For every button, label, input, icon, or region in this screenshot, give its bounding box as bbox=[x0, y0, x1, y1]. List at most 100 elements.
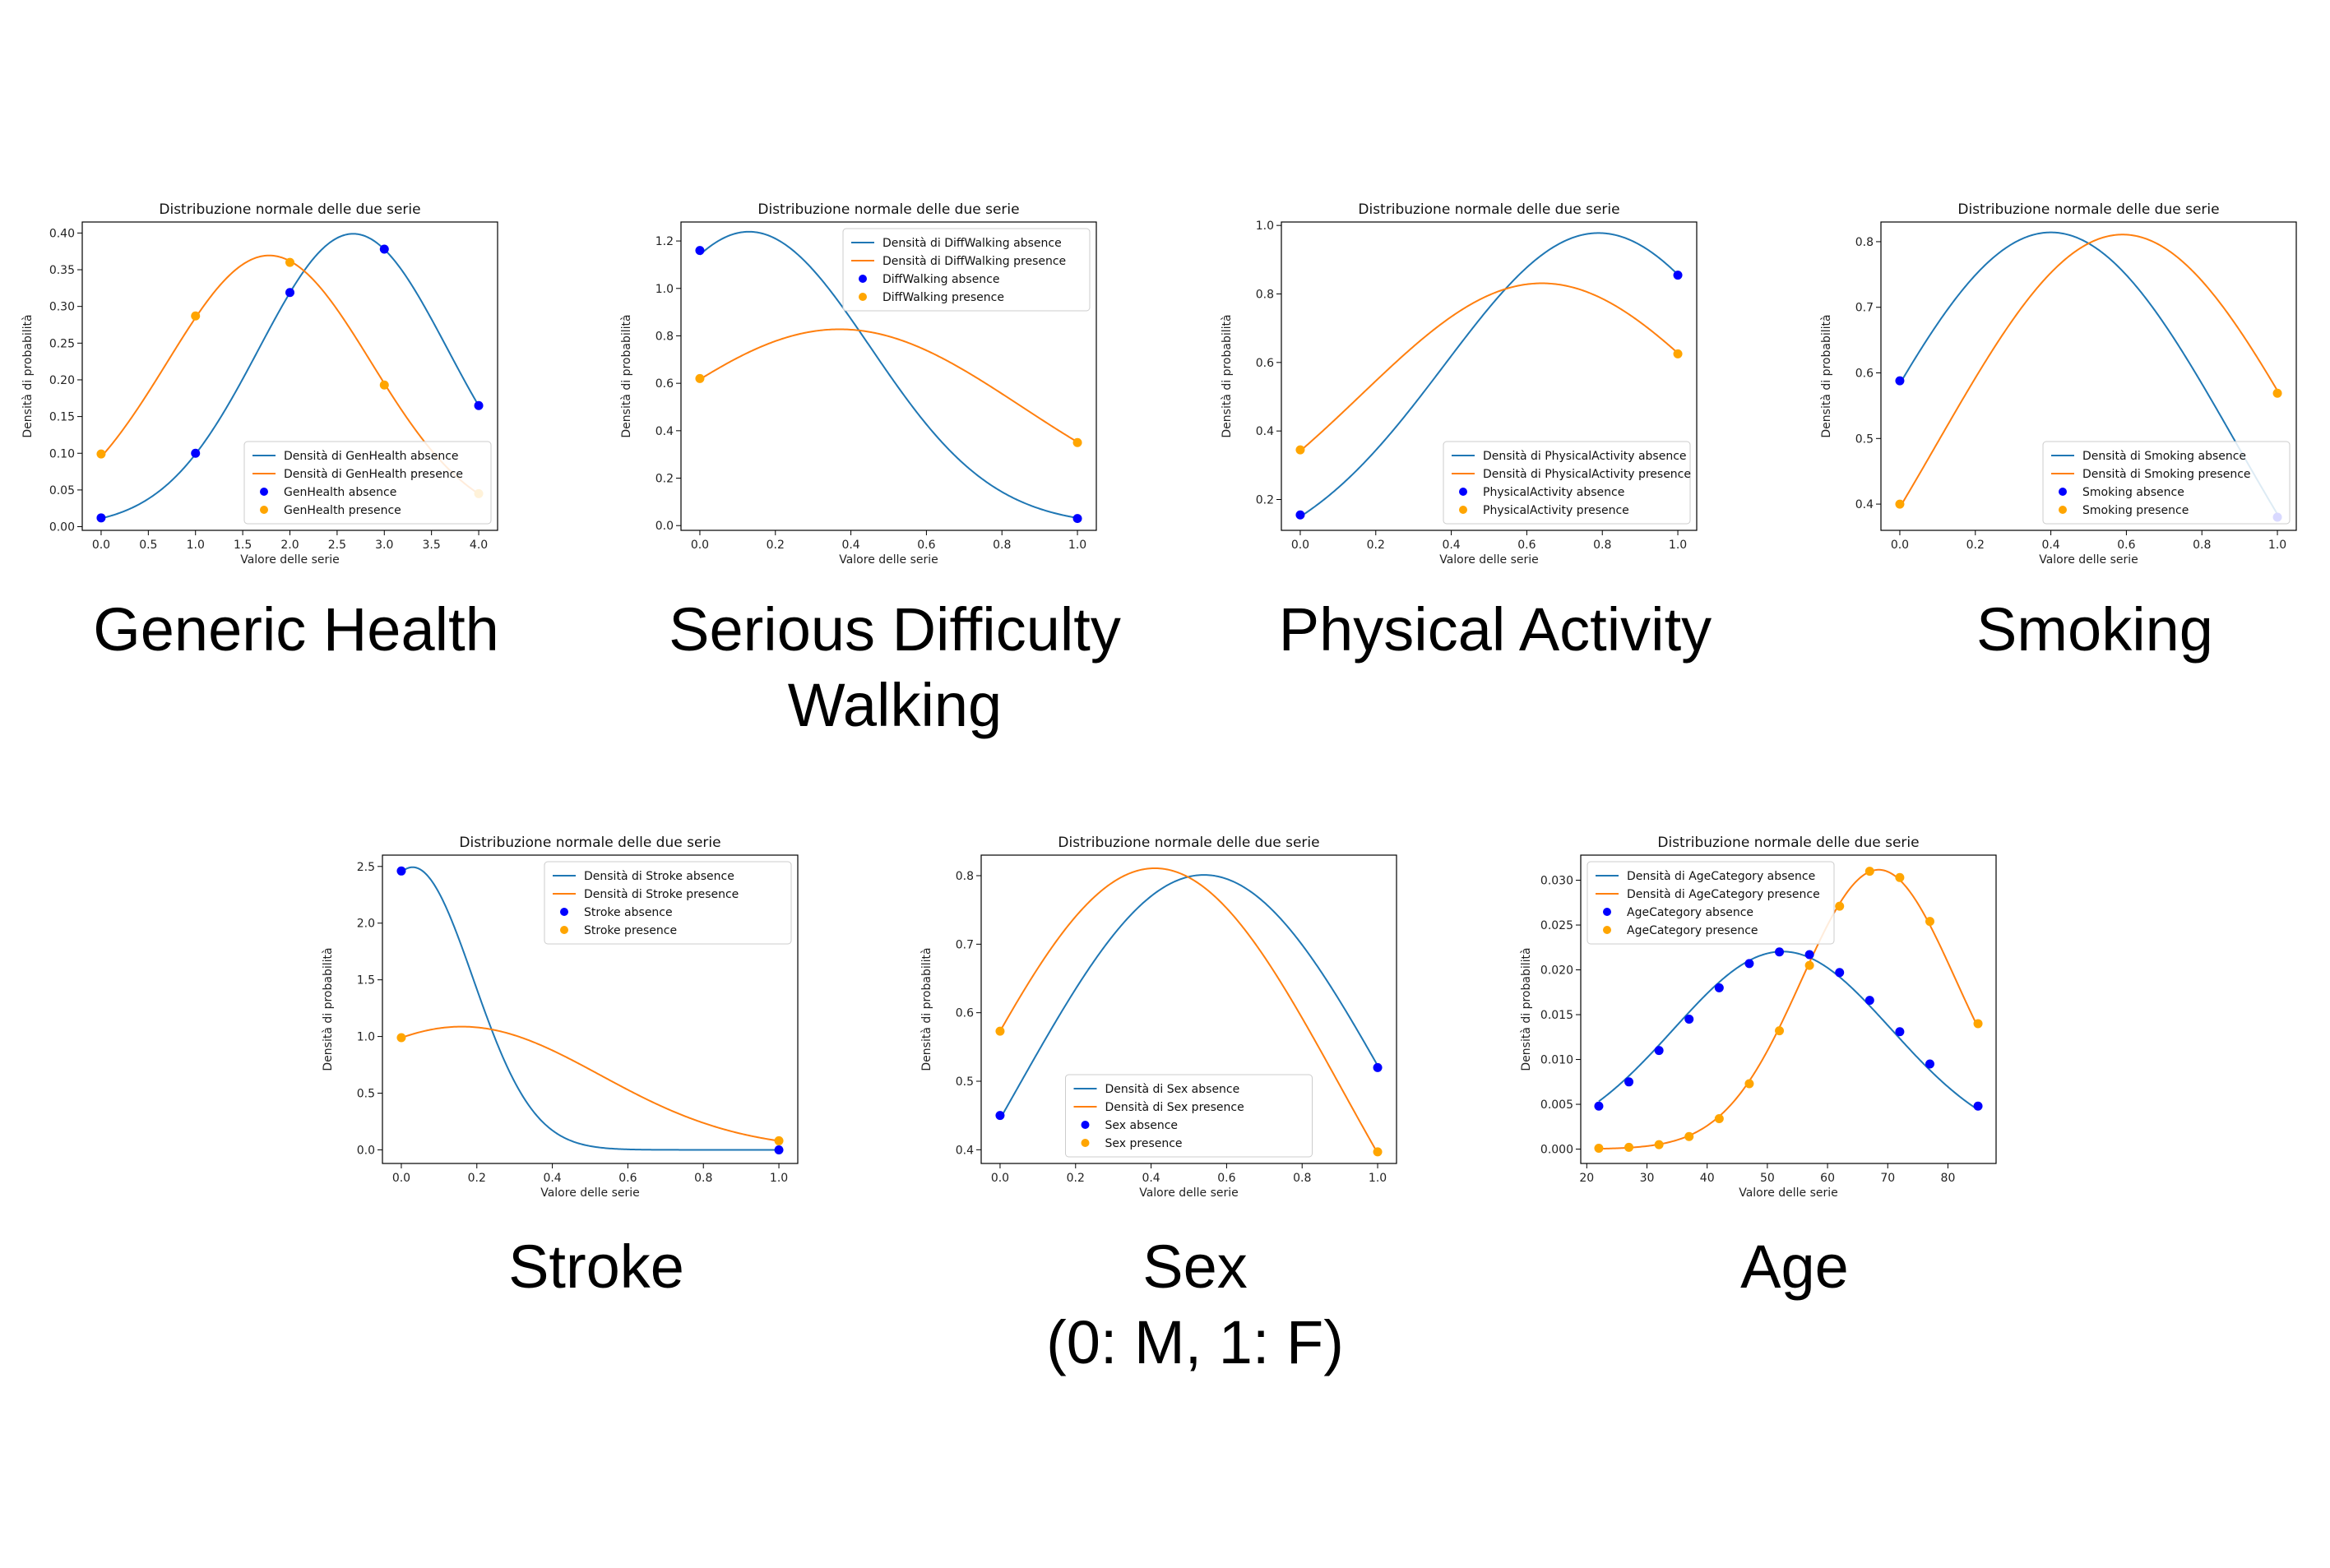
presence-point bbox=[1594, 1143, 1604, 1153]
x-tick-label: 1.0 bbox=[1068, 539, 1086, 552]
legend-label: Densità di Stroke presence bbox=[584, 888, 739, 901]
absence-point bbox=[1744, 959, 1754, 969]
chart-title: Distribuzione normale delle due serie bbox=[1957, 201, 2219, 218]
x-tick-label: 0.2 bbox=[468, 1172, 486, 1185]
legend-marker-swatch bbox=[260, 488, 268, 496]
absence-point bbox=[1673, 271, 1683, 280]
legend-label: Densità di GenHealth presence bbox=[284, 468, 463, 481]
panel-caption: Serious Difficulty Walking bbox=[669, 595, 1121, 739]
presence-point bbox=[1654, 1140, 1664, 1149]
panel-caption: Physical Activity bbox=[1278, 595, 1712, 664]
y-tick-label: 0.10 bbox=[49, 447, 75, 460]
y-tick-label: 0.7 bbox=[1855, 302, 1874, 315]
legend-label: PhysicalActivity absence bbox=[1483, 486, 1624, 499]
axes-frame bbox=[980, 854, 1397, 1164]
absence-point bbox=[1072, 514, 1082, 524]
chart-title: Distribuzione normale delle due serie bbox=[159, 201, 420, 218]
presence-point bbox=[379, 380, 389, 390]
legend-box bbox=[1443, 441, 1691, 525]
y-tick-label: 0.025 bbox=[1540, 919, 1573, 932]
plot-area bbox=[1295, 232, 1683, 520]
presence-density-line bbox=[999, 867, 1378, 1154]
y-axis-label: Densità di probabilità bbox=[1820, 314, 1833, 437]
x-axis-label: Valore delle serie bbox=[1439, 553, 1539, 567]
x-tick-label: 30 bbox=[1640, 1172, 1655, 1185]
axes-frame bbox=[1281, 221, 1698, 531]
y-tick-label: 0.25 bbox=[49, 337, 75, 350]
absence-point bbox=[1895, 1027, 1905, 1037]
legend-marker-swatch bbox=[1459, 506, 1467, 514]
legend-marker-swatch bbox=[1459, 488, 1467, 496]
y-axis-label: Densità di probabilità bbox=[21, 314, 35, 437]
legend: Densità di Sex absence Densità di Sex pre… bbox=[1065, 1074, 1313, 1158]
x-tick-label: 0.0 bbox=[691, 539, 709, 552]
y-axis-label: Densità di probabilità bbox=[1221, 314, 1234, 437]
y-tick-label: 0.6 bbox=[655, 377, 674, 391]
y-tick-label: 0.05 bbox=[49, 484, 75, 497]
y-tick-label: 0.8 bbox=[655, 330, 674, 343]
x-tick-label: 0.8 bbox=[993, 539, 1011, 552]
x-tick-label: 1.0 bbox=[770, 1172, 788, 1185]
chart-title: Distribuzione normale delle due serie bbox=[1358, 201, 1619, 218]
legend: Densità di DiffWalking absence Densità di… bbox=[842, 228, 1091, 312]
presence-point bbox=[995, 1026, 1005, 1036]
x-tick-label: 1.0 bbox=[2268, 539, 2286, 552]
y-tick-label: 0.005 bbox=[1540, 1099, 1573, 1112]
absence-point bbox=[1973, 1101, 1983, 1111]
x-axis-label: Valore delle serie bbox=[2039, 553, 2138, 567]
plot-area bbox=[1594, 867, 1983, 1153]
y-tick-label: 0.4 bbox=[956, 1144, 974, 1157]
absence-point bbox=[1895, 376, 1905, 386]
y-tick-label: 0.020 bbox=[1540, 964, 1573, 978]
x-tick-label: 20 bbox=[1579, 1172, 1594, 1185]
panel-caption: Smoking bbox=[1976, 595, 2213, 664]
y-tick-label: 0.0 bbox=[655, 520, 674, 533]
x-tick-label: 0.5 bbox=[139, 539, 157, 552]
legend-label: Stroke presence bbox=[584, 924, 677, 937]
absence-point bbox=[1864, 996, 1874, 1006]
y-tick-label: 0.35 bbox=[49, 264, 75, 277]
y-tick-label: 0.00 bbox=[49, 521, 75, 534]
presence-point bbox=[96, 449, 106, 459]
legend: Densità di GenHealth absence Densità di G… bbox=[243, 441, 492, 525]
x-tick-label: 0.8 bbox=[1293, 1172, 1311, 1185]
axes-frame bbox=[382, 854, 799, 1164]
legend-label: Sex presence bbox=[1105, 1137, 1183, 1150]
absence-density-line bbox=[1299, 232, 1679, 518]
legend-label: DiffWalking absence bbox=[882, 273, 1000, 286]
absence-point bbox=[1684, 1014, 1694, 1024]
x-axis-label: Valore delle serie bbox=[1739, 1186, 1838, 1200]
x-tick-label: 0.4 bbox=[1142, 1172, 1160, 1185]
x-axis-label: Valore delle serie bbox=[540, 1186, 640, 1200]
presence-point bbox=[1973, 1019, 1983, 1029]
x-tick-label: 0.6 bbox=[618, 1172, 637, 1185]
x-tick-label: 0.2 bbox=[1067, 1172, 1085, 1185]
axes-frame bbox=[680, 221, 1097, 531]
absence-point bbox=[396, 866, 406, 876]
x-tick-label: 0.6 bbox=[1517, 539, 1536, 552]
presence-point bbox=[1684, 1131, 1694, 1141]
plot-area bbox=[396, 866, 784, 1154]
chart-panel: Distribuzione normale delle due serie 0.0… bbox=[1815, 193, 2309, 588]
x-axis-label: Valore delle serie bbox=[240, 553, 340, 567]
x-tick-label: 60 bbox=[1820, 1172, 1835, 1185]
legend-marker-swatch bbox=[2059, 506, 2067, 514]
y-tick-label: 0.40 bbox=[49, 227, 75, 240]
presence-point bbox=[1895, 499, 1905, 509]
legend: Densità di AgeCategory absence Densità di… bbox=[1587, 861, 1835, 945]
legend-label: Sex absence bbox=[1105, 1119, 1179, 1132]
absence-point bbox=[1295, 510, 1305, 520]
chart-panel: Distribuzione normale delle due serie 0.0… bbox=[317, 826, 810, 1221]
absence-point bbox=[1804, 950, 1814, 960]
legend-label: AgeCategory presence bbox=[1627, 924, 1758, 937]
x-tick-label: 0.2 bbox=[1367, 539, 1385, 552]
y-axis-label: Densità di probabilità bbox=[620, 314, 633, 437]
absence-point bbox=[1714, 983, 1724, 992]
density-chart: Distribuzione normale delle due serie 0.0… bbox=[21, 201, 498, 567]
absence-point bbox=[1594, 1101, 1604, 1111]
presence-point bbox=[2272, 388, 2282, 398]
y-tick-label: 0.010 bbox=[1540, 1054, 1573, 1067]
x-tick-label: 2.0 bbox=[280, 539, 299, 552]
absence-point bbox=[1654, 1046, 1664, 1056]
y-tick-label: 0.4 bbox=[1256, 425, 1274, 438]
